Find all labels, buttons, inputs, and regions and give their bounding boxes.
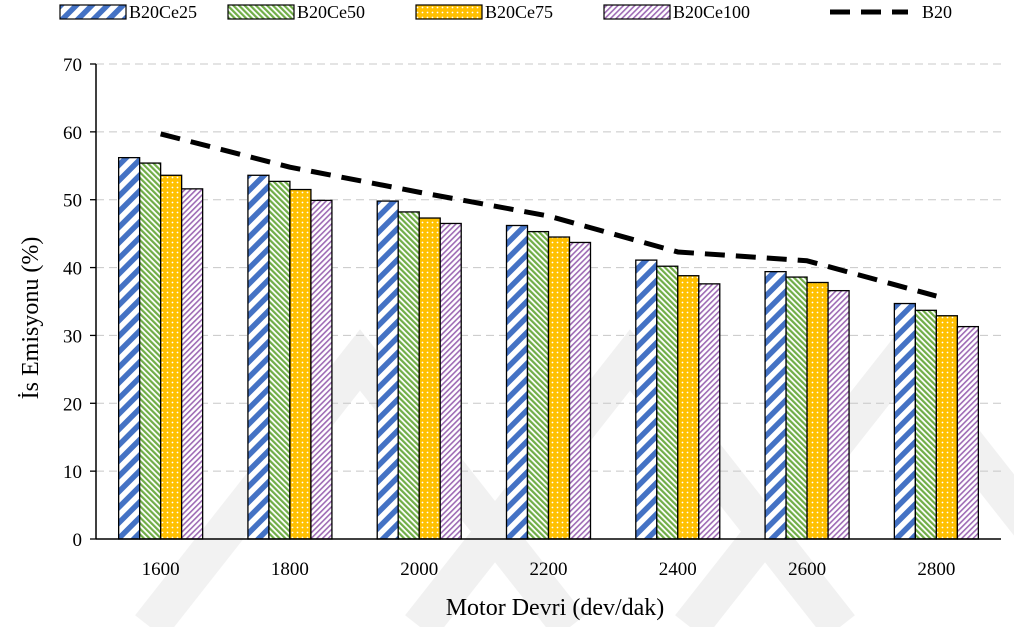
bar-b20ce50-2000 (397, 211, 420, 540)
y-tick-label: 10 (63, 462, 82, 483)
x-tick-label: 2800 (917, 559, 955, 580)
x-tick-label: 2400 (659, 559, 697, 580)
bar-b20ce100-2400 (698, 283, 721, 540)
x-tick-label: 2200 (530, 559, 568, 580)
bar-b20ce75-2200 (547, 236, 571, 540)
y-tick-label: 60 (63, 123, 82, 144)
y-tick-label: 20 (63, 394, 82, 415)
y-tick-label: 70 (63, 55, 82, 76)
bar-b20ce100-1800 (310, 199, 333, 540)
bar-b20ce25-1800 (247, 174, 270, 540)
line-series (160, 131, 938, 299)
y-axis-title: İs Emisyonu (%) (18, 237, 44, 400)
x-tick-label: 2600 (788, 559, 826, 580)
y-tick-label: 30 (63, 326, 82, 347)
bar-b20ce25-2400 (635, 259, 658, 540)
bar-b20ce75-2800 (935, 315, 959, 540)
legend-label-b20ce100: B20Ce100 (673, 2, 750, 22)
x-axis-title: Motor Devri (dev/dak) (446, 595, 665, 621)
x-tick-label: 1600 (142, 559, 180, 580)
gridlines (96, 63, 1001, 472)
bar-b20ce100-2200 (568, 241, 592, 540)
bar-b20ce25-2200 (505, 224, 529, 540)
legend-swatch-b20ce25 (59, 4, 127, 20)
bar-b20ce25-1600 (117, 156, 141, 540)
legend-swatch-b20ce50 (227, 4, 295, 20)
bars (117, 156, 980, 540)
bar-b20ce75-2600 (806, 281, 829, 540)
axes (90, 63, 1001, 540)
bar-b20ce75-2000 (418, 217, 441, 540)
legend-label-b20ce25: B20Ce25 (129, 2, 197, 22)
bar-b20ce25-2000 (376, 200, 399, 540)
bar-b20ce50-1800 (268, 180, 291, 540)
bar-b20ce100-2600 (827, 289, 850, 540)
legend-swatch-b20ce100 (603, 4, 671, 20)
bar-b20ce50-2800 (914, 309, 938, 540)
legend-label-b20ce75: B20Ce75 (485, 2, 553, 22)
line-b20 (160, 131, 938, 299)
bar-b20ce50-2200 (526, 230, 550, 540)
x-tick-label: 2000 (400, 559, 438, 580)
bar-b20ce50-1600 (138, 162, 162, 540)
bar-b20ce25-2800 (893, 302, 917, 540)
y-tick-label: 40 (63, 259, 82, 280)
bar-b20ce50-2400 (656, 265, 679, 540)
legend: B20Ce25 B20Ce50 B20Ce75 B20Ce100 B20 (59, 2, 952, 22)
bar-b20ce100-2000 (439, 222, 462, 540)
bar-b20ce100-1600 (180, 188, 204, 540)
legend-label-b20ce50: B20Ce50 (297, 2, 365, 22)
bar-b20ce75-1600 (159, 174, 183, 540)
tick-labels: 0 10 20 30 40 50 60 70 1600 1800 2000 2200 2400 2600 2… (63, 55, 955, 580)
bar-b20ce50-2600 (785, 276, 808, 540)
y-tick-label: 0 (73, 530, 83, 551)
bar-b20ce75-1800 (289, 188, 312, 540)
y-tick-label: 50 (63, 191, 82, 212)
bar-b20ce25-2600 (764, 270, 787, 540)
bar-b20ce75-2400 (677, 275, 700, 540)
bar-b20ce100-2800 (956, 325, 980, 540)
legend-swatch-b20ce75 (415, 4, 483, 20)
x-tick-label: 1800 (271, 559, 309, 580)
legend-label-b20: B20 (922, 2, 952, 22)
